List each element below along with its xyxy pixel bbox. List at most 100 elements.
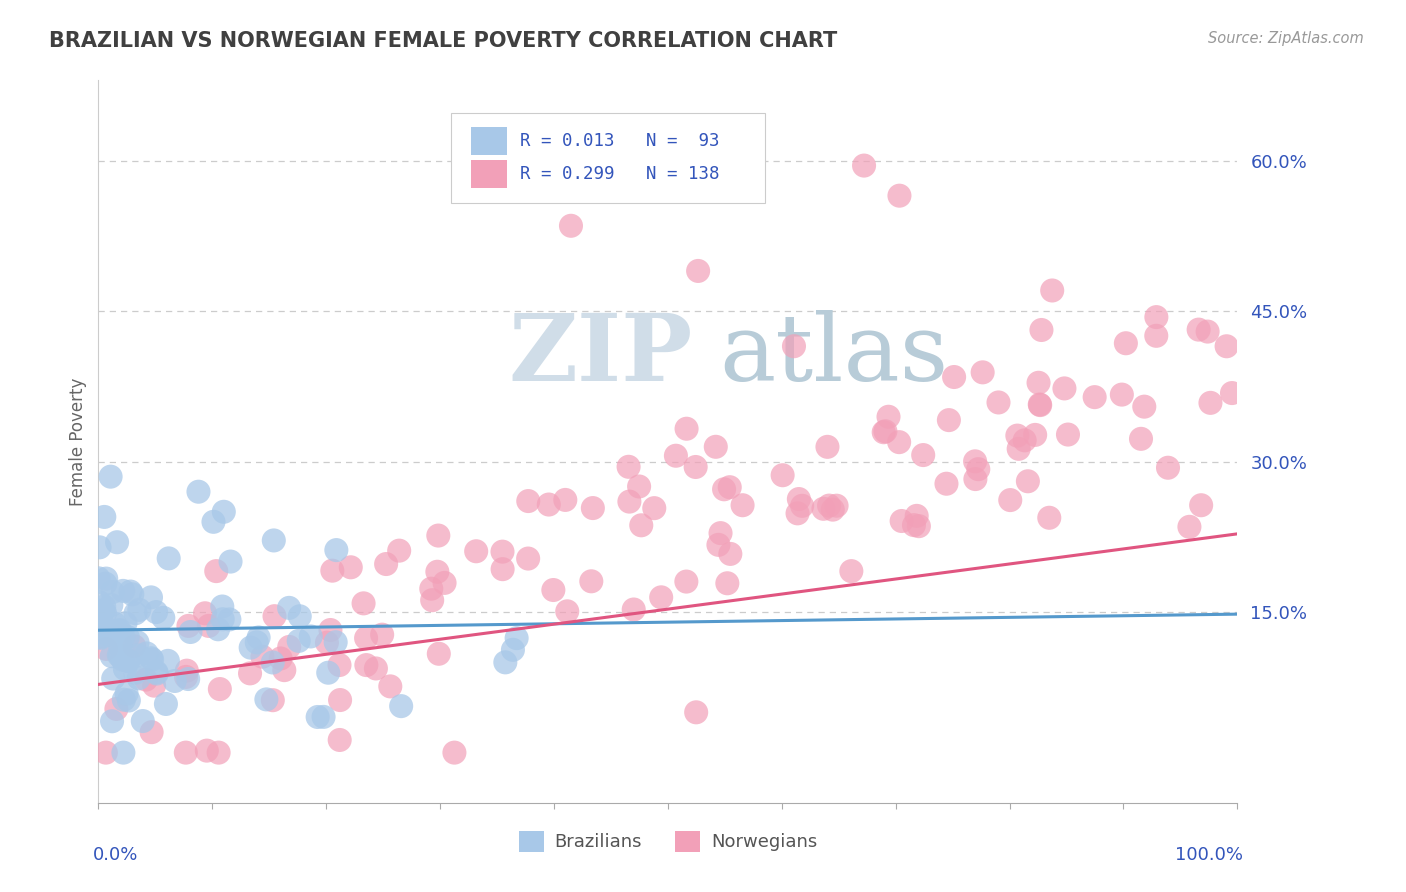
Point (1144, 310, 1167, 325)
Point (787, 491, 810, 506)
Point (875, 425, 897, 439)
Point (157, 551, 180, 566)
Point (247, 631, 270, 645)
Point (207, 746, 229, 760)
Point (108, 639, 131, 653)
Bar (471, 128, 508, 154)
Point (104, 616, 127, 631)
Point (262, 656, 284, 670)
Point (329, 693, 352, 707)
Point (254, 692, 277, 706)
Point (174, 670, 197, 684)
Point (443, 746, 465, 760)
Point (905, 508, 928, 523)
Point (91, 629, 114, 643)
Point (364, 661, 387, 675)
Point (972, 365, 994, 379)
Point (101, 714, 124, 729)
Point (122, 639, 145, 653)
Point (127, 648, 149, 663)
Point (97, 627, 120, 641)
Point (319, 623, 342, 637)
Point (1220, 386, 1243, 401)
Point (239, 640, 262, 655)
Point (420, 582, 443, 596)
Point (371, 628, 394, 642)
Point (716, 576, 738, 591)
Point (110, 648, 132, 663)
Point (943, 370, 966, 384)
Point (389, 699, 412, 714)
Point (177, 619, 200, 633)
Text: atlas: atlas (718, 310, 949, 400)
Text: R = 0.013   N =  93: R = 0.013 N = 93 (520, 132, 720, 150)
Point (783, 339, 806, 353)
Point (817, 440, 839, 454)
Point (108, 623, 131, 637)
Point (273, 663, 295, 677)
Point (665, 449, 688, 463)
Point (89, 541, 111, 555)
Point (1178, 520, 1201, 534)
Point (246, 635, 269, 649)
Point (112, 583, 135, 598)
Point (825, 499, 848, 513)
Point (103, 627, 125, 641)
Point (502, 642, 524, 657)
Y-axis label: Female Poverty: Female Poverty (69, 377, 87, 506)
Point (1053, 381, 1076, 395)
Point (174, 746, 197, 760)
Text: BRAZILIAN VS NORWEGIAN FEMALE POVERTY CORRELATION CHART: BRAZILIAN VS NORWEGIAN FEMALE POVERTY CO… (49, 31, 838, 51)
Point (426, 565, 449, 579)
Point (127, 635, 149, 649)
Point (124, 606, 146, 620)
Point (218, 612, 240, 626)
Point (1111, 387, 1133, 401)
Point (316, 635, 339, 649)
Point (339, 560, 361, 574)
Point (965, 472, 987, 486)
Point (731, 498, 754, 512)
Point (207, 622, 229, 636)
Point (582, 501, 605, 516)
Point (145, 605, 167, 619)
Point (912, 448, 935, 462)
Point (307, 710, 329, 724)
Point (353, 596, 375, 610)
Point (1130, 432, 1153, 446)
Point (1024, 428, 1046, 442)
Point (176, 664, 198, 678)
Point (96, 572, 118, 586)
Point (202, 515, 225, 529)
Point (375, 557, 398, 571)
Point (135, 647, 157, 661)
Point (135, 673, 157, 687)
Point (141, 652, 163, 666)
Point (132, 714, 155, 728)
Point (707, 538, 730, 552)
Point (128, 603, 150, 617)
Point (560, 219, 582, 233)
Point (117, 654, 139, 668)
Point (427, 528, 450, 542)
Point (704, 440, 727, 454)
Point (1017, 475, 1039, 489)
Point (505, 631, 527, 645)
Point (889, 435, 911, 450)
Point (103, 672, 125, 686)
Legend: Brazilians, Norwegians: Brazilians, Norwegians (512, 823, 824, 859)
Point (252, 649, 274, 664)
Point (1040, 284, 1063, 298)
Point (139, 591, 162, 605)
Point (630, 518, 652, 533)
Bar (471, 161, 508, 188)
Point (325, 635, 347, 649)
Point (94, 606, 117, 620)
Point (118, 693, 141, 707)
Point (121, 587, 143, 601)
Point (312, 710, 335, 724)
Point (278, 600, 301, 615)
Point (688, 264, 710, 278)
Point (356, 658, 378, 673)
Point (841, 564, 863, 578)
